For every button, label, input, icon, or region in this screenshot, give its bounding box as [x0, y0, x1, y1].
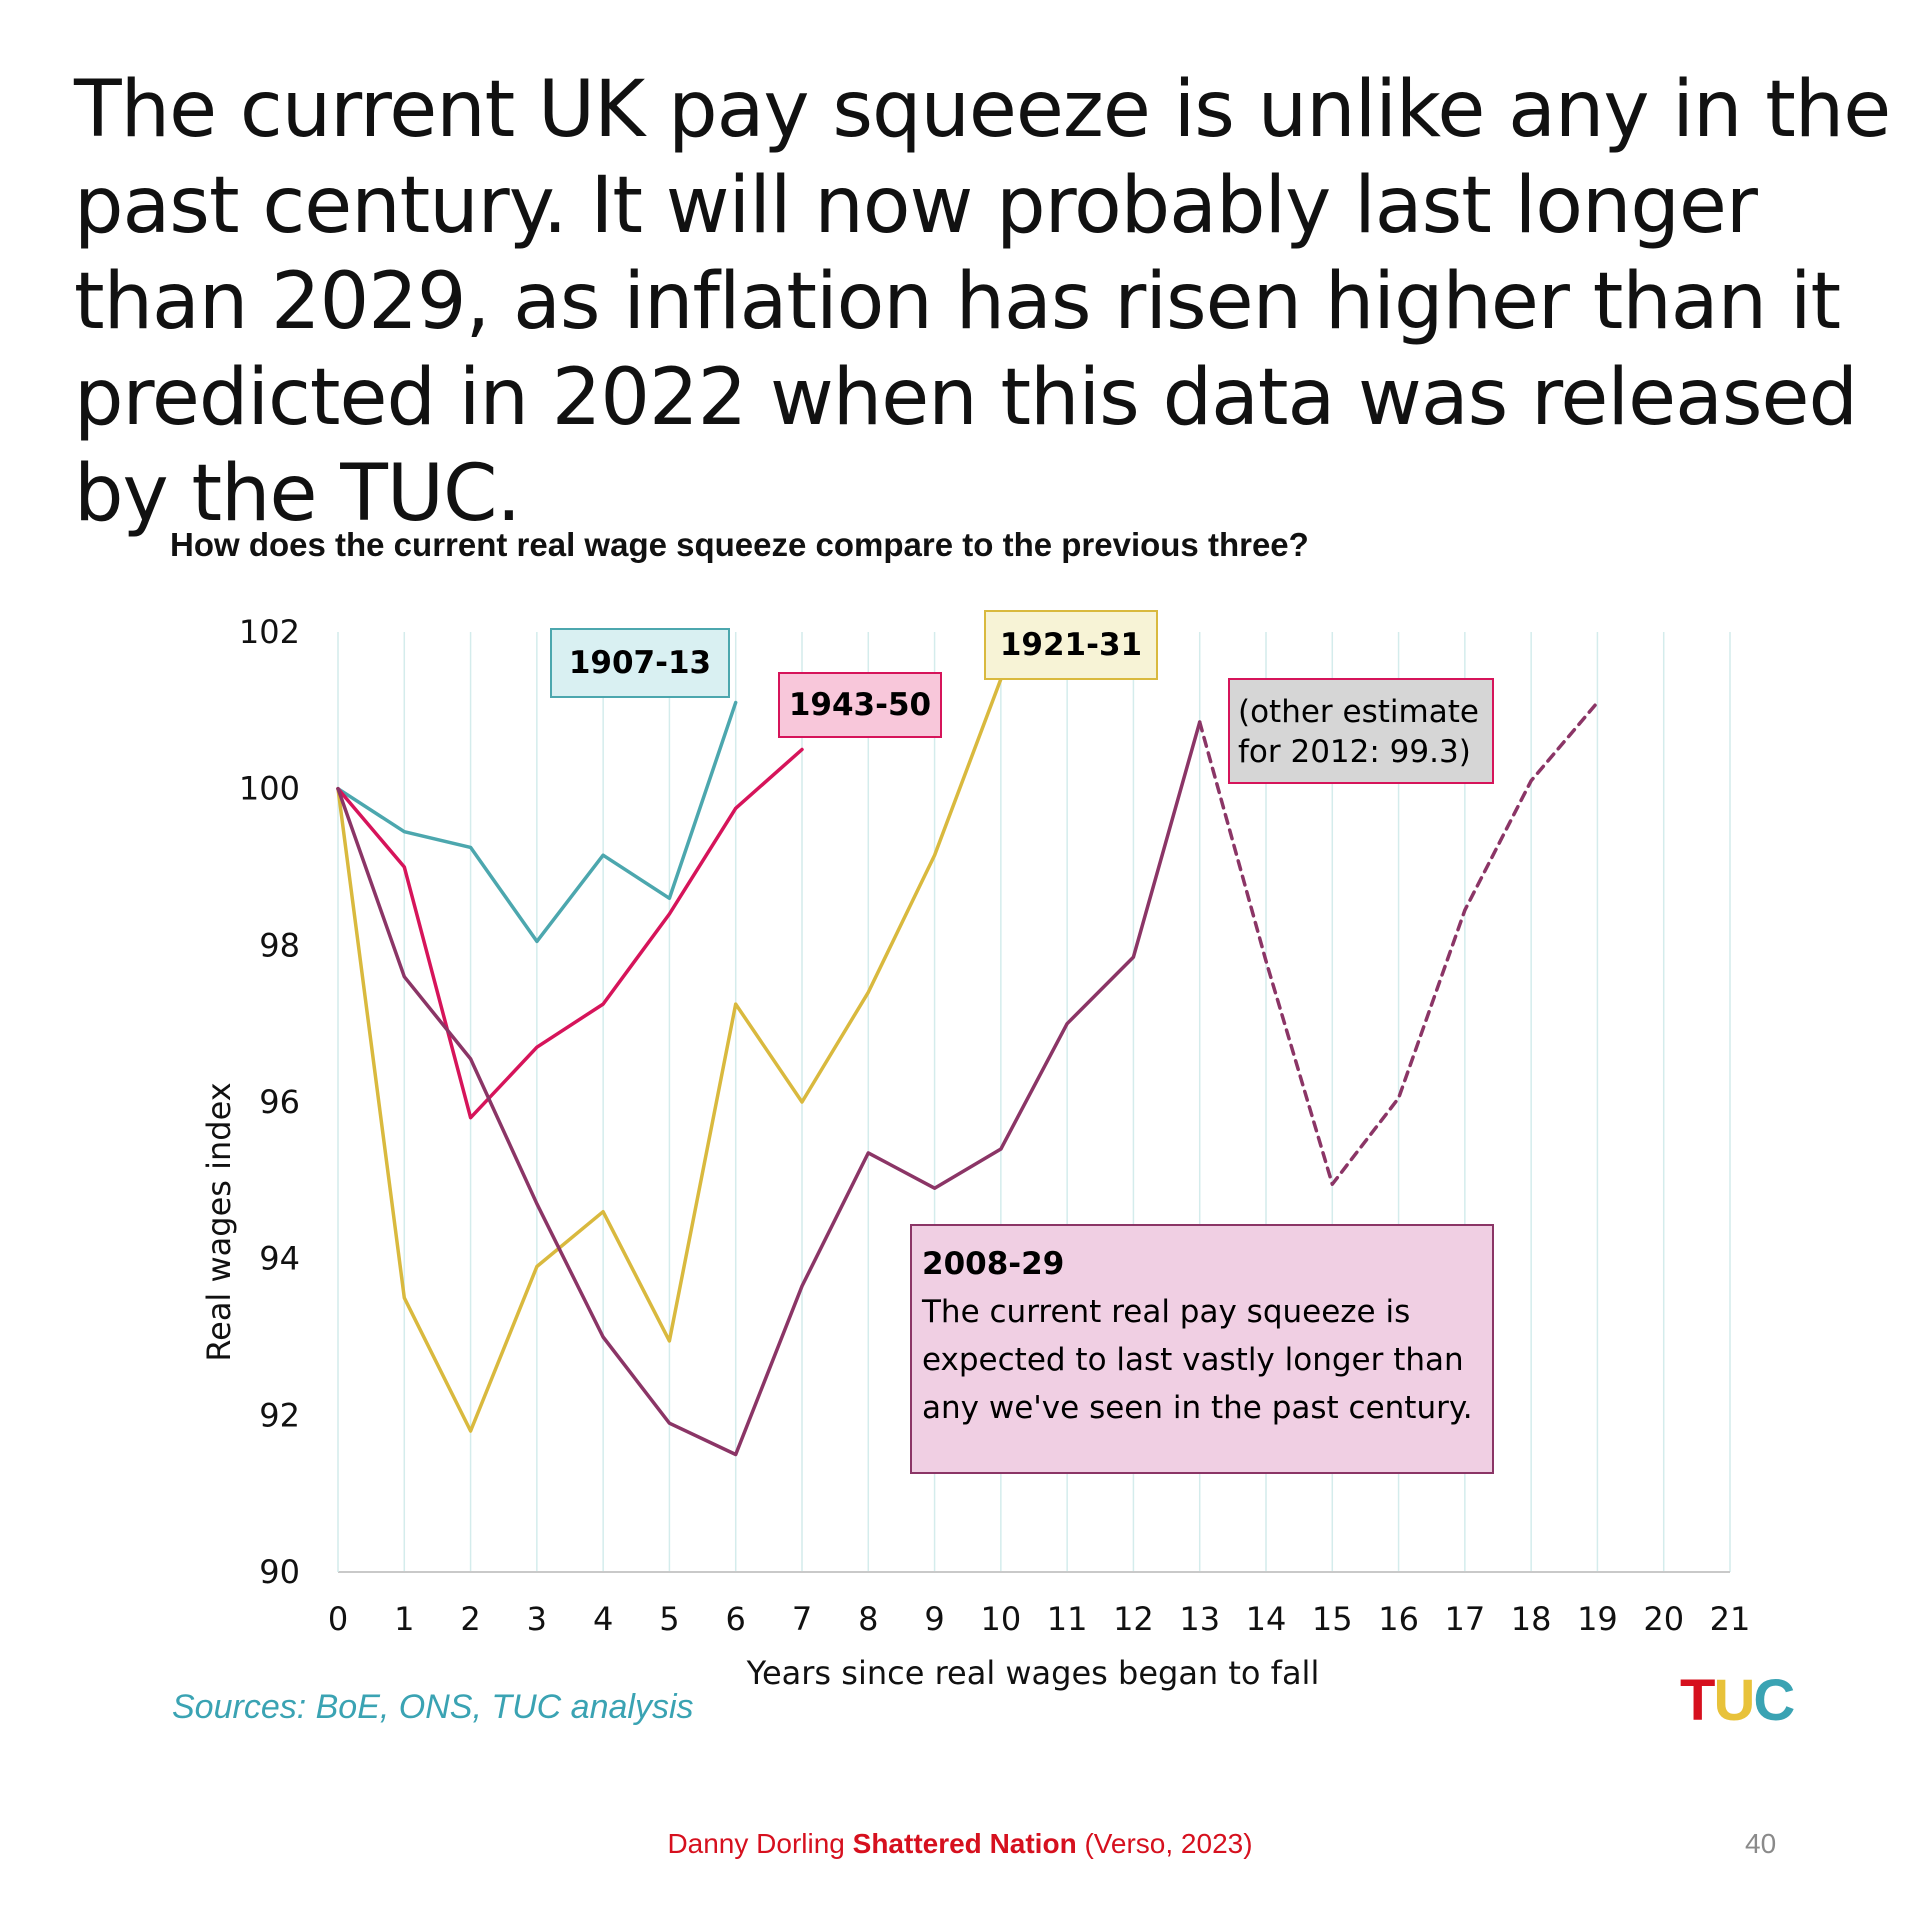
y-tick-label-90: 90	[259, 1553, 300, 1591]
x-tick-label-4: 4	[593, 1600, 613, 1638]
x-tick-label-3: 3	[527, 1600, 547, 1638]
annotation-2008-29: 2008-29 The current real pay squeeze is …	[910, 1224, 1494, 1474]
annotation-other-estimate: (other estimate for 2012: 99.3)	[1228, 678, 1494, 784]
x-tick-label-12: 12	[1113, 1600, 1154, 1638]
series-line-1943-50	[336, 747, 804, 1120]
chart-series	[336, 677, 1600, 1457]
annotation-1943-50: 1943-50	[778, 672, 942, 738]
x-tick-label-11: 11	[1047, 1600, 1088, 1638]
x-tick-label-1: 1	[394, 1600, 414, 1638]
annotation-2008-29-line1: The current real pay squeeze is	[922, 1294, 1411, 1330]
y-tick-label-94: 94	[259, 1240, 300, 1278]
x-tick-label-6: 6	[726, 1600, 746, 1638]
x-tick-label-8: 8	[858, 1600, 878, 1638]
slide-title: The current UK pay squeeze is unlike any…	[74, 65, 1891, 539]
tuc-logo-c: C	[1753, 1668, 1795, 1733]
y-tick-label-98: 98	[259, 926, 300, 964]
x-tick-label-13: 13	[1179, 1600, 1220, 1638]
y-tick-label-100: 100	[239, 770, 300, 808]
y-tick-label-96: 96	[259, 1083, 300, 1121]
chart-title: How does the current real wage squeeze c…	[170, 526, 1309, 563]
sources-note: Sources: BoE, ONS, TUC analysis	[172, 1688, 694, 1726]
y-tick-label-92: 92	[259, 1396, 300, 1434]
footer-publisher: (Verso, 2023)	[1076, 1828, 1253, 1859]
x-tick-label-14: 14	[1246, 1600, 1287, 1638]
annotation-other-estimate-line2: for 2012: 99.3)	[1238, 734, 1471, 770]
annotation-1921-31: 1921-31	[984, 610, 1158, 680]
footer-citation: Danny Dorling Shattered Nation (Verso, 2…	[0, 1828, 1920, 1860]
annotation-2008-29-title: 2008-29	[922, 1246, 1065, 1282]
x-tick-label-10: 10	[980, 1600, 1021, 1638]
page-number: 40	[1745, 1828, 1777, 1859]
footer-author: Danny Dorling	[667, 1828, 853, 1859]
x-axis-title: Years since real wages began to fall	[746, 1654, 1320, 1692]
x-tick-label-18: 18	[1511, 1600, 1552, 1638]
footer-book-title: Shattered Nation	[852, 1828, 1077, 1859]
annotation-2008-29-line3: any we've seen in the past century.	[922, 1390, 1473, 1426]
x-tick-label-20: 20	[1643, 1600, 1684, 1638]
x-tick-label-7: 7	[792, 1600, 812, 1638]
tuc-logo-u: U	[1713, 1668, 1755, 1733]
series-line-2008-29	[336, 720, 1202, 1457]
x-tick-label-0: 0	[328, 1600, 348, 1638]
x-tick-label-9: 9	[924, 1600, 944, 1638]
tuc-logo: TUC	[1680, 1668, 1795, 1733]
y-axis-title: Real wages index	[200, 1082, 238, 1361]
y-tick-label-102: 102	[239, 613, 300, 651]
x-tick-label-15: 15	[1312, 1600, 1353, 1638]
x-tick-label-17: 17	[1444, 1600, 1485, 1638]
x-tick-label-2: 2	[460, 1600, 480, 1638]
annotation-other-estimate-line1: (other estimate	[1238, 694, 1479, 730]
tuc-logo-t: T	[1680, 1668, 1715, 1733]
annotation-2008-29-line2: expected to last vastly longer than	[922, 1342, 1464, 1378]
x-tick-label-5: 5	[659, 1600, 679, 1638]
chart-tick-labels: 0 1 2 3 4 5 6 7 8 9 10 11 12 13 14 15 16 17 18 19 20 21909294…	[200, 613, 1750, 1692]
annotation-1907-13: 1907-13	[550, 628, 730, 698]
x-tick-label-19: 19	[1577, 1600, 1618, 1638]
x-tick-label-21: 21	[1710, 1600, 1751, 1638]
x-tick-label-16: 16	[1378, 1600, 1419, 1638]
